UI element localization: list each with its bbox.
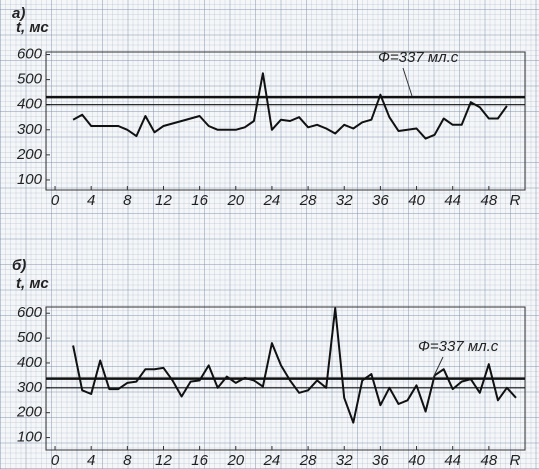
y-tick-label: 100	[17, 171, 43, 188]
annotation-leader	[431, 356, 444, 381]
x-tick-label: 48	[481, 192, 498, 209]
y-tick-label: 300	[17, 379, 43, 396]
y-tick-label: 200	[16, 404, 43, 421]
x-tick-label: 32	[336, 192, 353, 209]
annotation: Ф=337 мл.с	[378, 49, 459, 66]
x-tick-label: 28	[299, 192, 317, 209]
x-tick-label: 12	[155, 192, 172, 209]
x-tick-label: 16	[191, 192, 208, 209]
y-tick-label: 600	[17, 304, 43, 321]
x-tick-label: 28	[299, 452, 317, 469]
x-tick-label: 12	[155, 452, 172, 469]
y-tick-label: 500	[17, 329, 43, 346]
x-tick-label: 24	[263, 192, 281, 209]
x-tick-label: 4	[87, 192, 95, 209]
y-tick-label: 400	[17, 354, 43, 371]
x-tick-label: 32	[336, 452, 353, 469]
x-tick-label: 48	[481, 452, 498, 469]
x-tick-label: 44	[444, 452, 461, 469]
x-tick-label: 24	[263, 452, 281, 469]
y-tick-label: 400	[17, 96, 43, 113]
panel-label: а)	[12, 5, 25, 22]
x-tick-label: 40	[408, 452, 425, 469]
x-tick-label: 36	[372, 452, 389, 469]
x-tick-label: 0	[51, 192, 60, 209]
x-axis-label: R	[510, 192, 521, 209]
x-tick-label: 4	[87, 452, 95, 469]
data-line	[72, 72, 508, 140]
y-axis-label: t, мс	[16, 275, 49, 292]
y-tick-label: 100	[17, 429, 43, 446]
data-line	[72, 307, 517, 424]
plot-frame	[45, 51, 526, 191]
y-axis-label: t, мс	[16, 19, 49, 36]
x-tick-label: 40	[408, 192, 425, 209]
x-tick-label: 44	[444, 192, 461, 209]
y-tick-label: 500	[17, 71, 43, 88]
x-axis-label: R	[510, 452, 521, 469]
x-tick-label: 16	[191, 452, 208, 469]
x-tick-label: 36	[372, 192, 389, 209]
y-tick-label: 300	[17, 121, 43, 138]
panel-label: б)	[12, 257, 26, 274]
annotation-leader	[402, 67, 413, 97]
x-tick-label: 0	[51, 452, 60, 469]
y-tick-label: 600	[17, 45, 43, 62]
x-tick-label: 20	[226, 192, 244, 209]
x-tick-label: 20	[226, 452, 244, 469]
x-tick-label: 8	[123, 192, 132, 209]
x-tick-label: 8	[123, 452, 132, 469]
y-tick-label: 200	[16, 146, 43, 163]
annotation: Ф=337 мл.с	[418, 338, 499, 355]
